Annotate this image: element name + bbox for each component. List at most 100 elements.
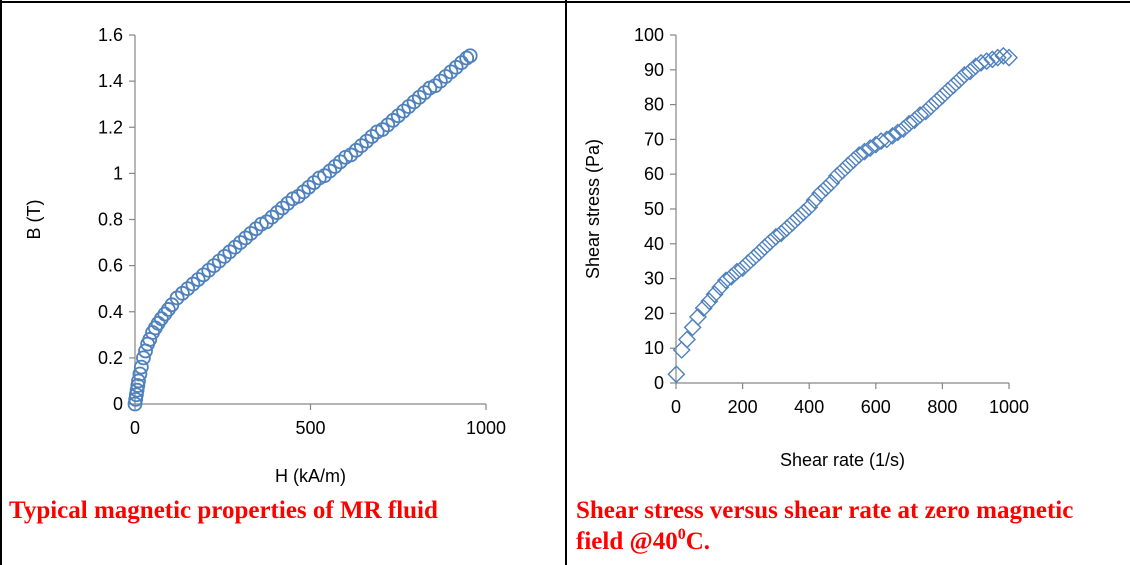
y-tick-label: 30 [644, 269, 664, 289]
data-point [927, 92, 946, 111]
data-point [955, 66, 974, 85]
x-tick-label: 1000 [466, 418, 506, 438]
data-point [396, 103, 411, 119]
data-point [667, 365, 686, 384]
data-point [938, 81, 957, 100]
data-point [888, 123, 907, 142]
data-point [700, 292, 719, 311]
data-point [738, 253, 757, 272]
data-point [353, 138, 369, 154]
x-tick-label: 200 [728, 397, 758, 417]
x-axis-title: Shear rate (1/s) [780, 450, 905, 470]
data-point [153, 311, 169, 327]
data-point [160, 302, 176, 317]
data-point [462, 48, 478, 64]
data-point [894, 119, 913, 138]
data-point [683, 318, 702, 337]
data-point [359, 133, 375, 149]
data-point [157, 306, 173, 322]
data-point [306, 175, 322, 191]
y-tick-label: 90 [644, 60, 664, 80]
data-point [755, 238, 774, 257]
data-point [911, 106, 930, 125]
data-point [185, 276, 201, 292]
data-point [280, 195, 296, 211]
y-tick-label: 0.2 [98, 348, 123, 368]
data-point [232, 235, 248, 250]
data-point [705, 285, 724, 304]
data-point [348, 142, 364, 158]
y-tick-label: 80 [644, 95, 664, 115]
data-point [432, 73, 448, 89]
data-point [390, 108, 406, 124]
bh-chart: 0 0.2 0.4 0.6 0.8 1 1.2 1.4 1.6 0 500 1000 H (kA/m) B… [24, 25, 506, 486]
data-point [264, 209, 280, 225]
data-point [983, 50, 1002, 69]
data-point [677, 330, 696, 349]
caption-right-main: Shear stress versus shear rate at zero m… [576, 497, 1074, 555]
x-tick-label: 400 [794, 397, 824, 417]
data-point [761, 233, 780, 252]
data-point [128, 391, 144, 407]
data-point [811, 184, 830, 203]
data-point [411, 89, 427, 105]
data-point [961, 62, 980, 81]
data-point [777, 219, 796, 238]
data-point [744, 248, 763, 267]
data-point [933, 86, 952, 105]
data-point [727, 262, 746, 281]
data-point [180, 281, 196, 297]
data-point [877, 130, 896, 149]
caption-right-superscript: 0 [677, 526, 686, 543]
x-axis-title: H (kA/m) [275, 466, 346, 486]
caption-right-end: C. [685, 528, 711, 555]
data-point [190, 272, 206, 287]
data-point [206, 258, 222, 274]
data-point [794, 203, 813, 222]
data-point [131, 373, 146, 389]
data-point [922, 97, 941, 116]
y-tick-label: 0 [113, 394, 123, 414]
y-tick-label: 50 [644, 199, 664, 219]
x-tick-label: 0 [671, 397, 681, 417]
data-point [688, 307, 707, 326]
y-tick-label: 40 [644, 234, 664, 254]
y-axis-title: Shear stress (Pa) [583, 139, 603, 279]
data-point [401, 99, 417, 114]
data-point [850, 146, 869, 165]
data-point [343, 147, 359, 163]
y-tick-label: 0.6 [98, 256, 123, 276]
data-point [133, 359, 149, 375]
data-point [900, 114, 919, 133]
y-tick-label: 1.2 [98, 117, 123, 137]
data-point [248, 221, 264, 237]
data-point [136, 350, 151, 366]
data-point [994, 46, 1013, 65]
data-point [816, 179, 835, 198]
data-point [269, 205, 285, 220]
y-tick-label: 1.4 [98, 71, 123, 91]
data-point [427, 78, 443, 94]
caption-left: Typical magnetic properties of MR fluid [9, 497, 438, 524]
data-point [196, 267, 211, 283]
data-point [364, 129, 380, 144]
data-point [716, 271, 735, 290]
data-point [694, 299, 713, 318]
data-point [750, 243, 769, 262]
data-point [733, 259, 752, 278]
data-point [833, 161, 852, 180]
y-tick-label: 20 [644, 303, 664, 323]
data-point [227, 239, 243, 255]
data-point [322, 163, 338, 179]
data-point [905, 111, 924, 130]
data-point [438, 69, 454, 84]
data-point [290, 189, 306, 204]
data-point [174, 285, 190, 301]
y-tick-label: 0 [654, 373, 664, 393]
data-point [380, 117, 396, 133]
data-point [972, 53, 991, 72]
data-point [332, 154, 348, 170]
data-point [222, 244, 238, 260]
data-point [169, 290, 185, 306]
